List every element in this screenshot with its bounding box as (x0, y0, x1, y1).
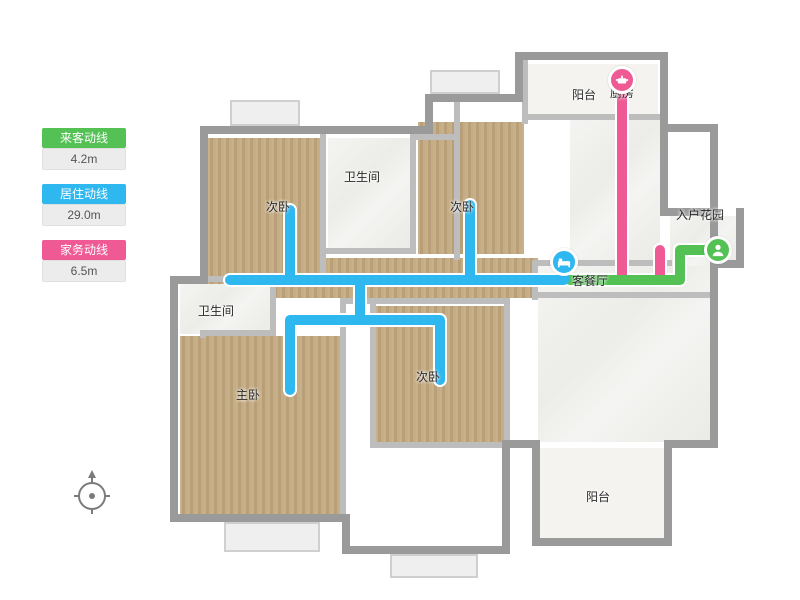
outer-wall (425, 94, 523, 102)
floor-plan: 阳台厨房卫生间次卧次卧入户花园客餐厅卫生间主卧次卧阳台 (170, 40, 760, 570)
room-label: 次卧 (266, 198, 290, 215)
inner-wall (370, 298, 376, 448)
outer-wall (342, 546, 510, 554)
legend-label: 家务动线 (42, 240, 126, 260)
endpoint-guest-icon (704, 236, 732, 264)
endpoint-chores-icon (608, 66, 636, 94)
room-label: 次卧 (450, 198, 474, 215)
room-bed2-mid (418, 122, 524, 254)
legend: 来客动线 4.2m 居住动线 29.0m 家务动线 6.5m (42, 128, 126, 296)
legend-item-living: 居住动线 29.0m (42, 184, 126, 226)
exterior-bump (224, 522, 320, 552)
inner-wall (410, 134, 460, 140)
legend-value: 6.5m (42, 260, 126, 282)
outer-wall (532, 440, 540, 546)
outer-wall (664, 440, 672, 546)
room-bath-top (328, 138, 410, 250)
inner-wall (532, 292, 718, 298)
room-kitchen (570, 120, 660, 260)
inner-wall (340, 298, 346, 518)
compass-icon (70, 470, 114, 514)
inner-wall (200, 330, 206, 338)
inner-wall (454, 102, 460, 260)
inner-wall (504, 298, 510, 448)
legend-item-guest: 来客动线 4.2m (42, 128, 126, 170)
inner-wall (270, 276, 276, 336)
exterior-bump (230, 100, 300, 126)
inner-wall (340, 298, 510, 304)
room-label: 卫生间 (344, 168, 380, 185)
inner-wall (522, 114, 528, 124)
outer-wall (502, 440, 510, 554)
legend-item-chores: 家务动线 6.5m (42, 240, 126, 282)
room-label: 主卧 (236, 386, 260, 403)
inner-wall (522, 114, 662, 120)
outer-wall (532, 538, 672, 546)
inner-wall (320, 134, 326, 254)
inner-wall (370, 442, 510, 448)
room-label: 卫生间 (198, 302, 234, 319)
outer-wall (200, 126, 433, 134)
inner-wall (200, 276, 320, 282)
stage: 来客动线 4.2m 居住动线 29.0m 家务动线 6.5m 阳台厨房卫生间次卧… (0, 0, 800, 600)
outer-wall (200, 126, 208, 284)
room-bed2-left (208, 138, 320, 278)
outer-wall (660, 124, 668, 216)
outer-wall (170, 514, 350, 522)
legend-label: 来客动线 (42, 128, 126, 148)
room-label: 阳台 (572, 86, 596, 103)
legend-value: 29.0m (42, 204, 126, 226)
outer-wall (515, 52, 660, 60)
legend-label: 居住动线 (42, 184, 126, 204)
room-label: 阳台 (586, 488, 610, 505)
room-label: 入户花园 (676, 206, 724, 223)
inner-wall (320, 254, 326, 284)
room-bed-master (180, 336, 340, 516)
outer-wall (170, 276, 178, 522)
exterior-bump (390, 554, 478, 578)
inner-wall (410, 134, 416, 254)
legend-value: 4.2m (42, 148, 126, 170)
room-label: 客餐厅 (572, 272, 608, 289)
outer-wall (710, 124, 718, 216)
outer-wall (736, 208, 744, 268)
outer-wall (660, 52, 668, 132)
inner-wall (200, 330, 276, 336)
exterior-bump (430, 70, 500, 94)
endpoint-living-icon (550, 248, 578, 276)
room-label: 次卧 (416, 368, 440, 385)
inner-wall (320, 248, 415, 254)
